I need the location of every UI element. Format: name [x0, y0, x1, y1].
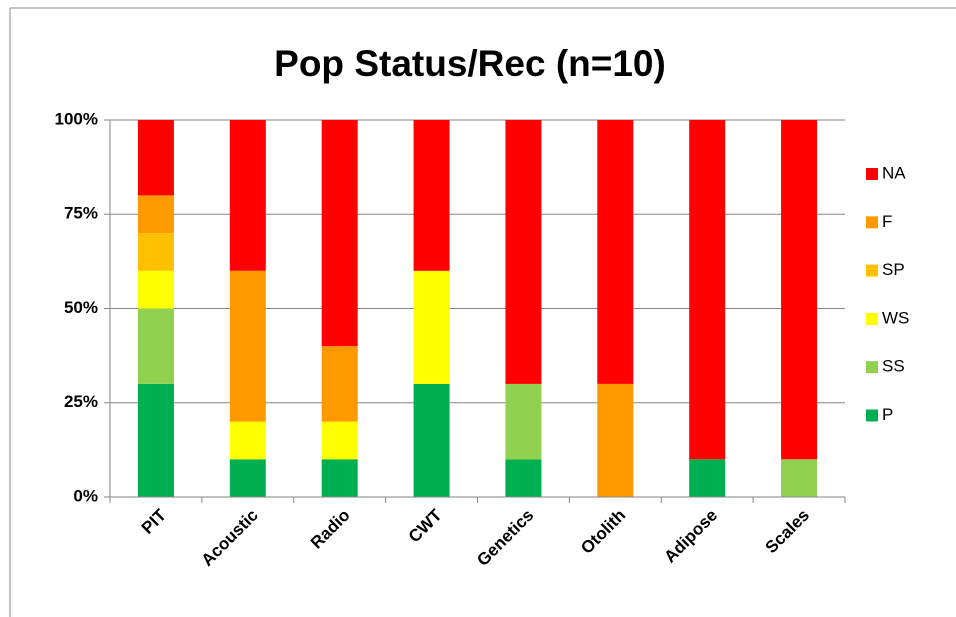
y-tick-label: 25% [64, 392, 98, 411]
x-tick-label: PIT [138, 505, 171, 538]
chart-title: Pop Status/Rec (n=10) [274, 43, 666, 84]
bar-segment [781, 459, 818, 497]
bar-segment [505, 459, 542, 497]
bar-segment [137, 383, 174, 497]
bar-segment [137, 195, 174, 234]
bar-segment [229, 421, 266, 460]
legend-label: P [882, 405, 893, 424]
y-tick-label: 75% [64, 204, 98, 223]
legend-swatch [866, 409, 878, 422]
y-tick-label: 50% [64, 298, 98, 317]
x-tick-label: Adipose [660, 506, 721, 567]
bar-segment [321, 346, 358, 422]
legend-swatch [866, 168, 878, 180]
bar-segment [321, 459, 358, 497]
bar-segment [137, 120, 174, 196]
legend-label: NA [882, 163, 906, 182]
bar-segment [137, 308, 174, 384]
x-tick-label: Acoustic [198, 506, 262, 570]
bar-segment [597, 120, 634, 384]
bar-segment [689, 120, 726, 460]
bar-segment [505, 383, 542, 460]
legend-swatch [866, 361, 878, 374]
bar-segment [597, 383, 634, 497]
x-tick-label: Scales [762, 506, 814, 558]
y-tick-label: 100% [55, 109, 98, 128]
bar-segment [137, 233, 174, 271]
bar-segment [137, 270, 174, 309]
x-tick-label: Radio [307, 506, 354, 553]
legend-swatch [866, 264, 878, 277]
bar-segment [321, 120, 358, 347]
bar-segment [781, 120, 818, 460]
bar-segment [413, 270, 450, 384]
x-tick-label: CWT [405, 505, 446, 546]
x-tick-label: Genetics [473, 506, 537, 570]
legend-swatch [866, 312, 878, 325]
bar-segment [229, 459, 266, 497]
bar-segment [229, 270, 266, 422]
y-tick-label: 0% [73, 486, 98, 505]
bar-segment [505, 120, 542, 384]
legend-label: SS [882, 357, 905, 376]
legend-label: WS [882, 308, 909, 327]
legend-label: SP [882, 260, 905, 279]
legend-swatch [866, 216, 878, 229]
bar-segment [413, 120, 450, 271]
bar-segment [413, 383, 450, 497]
legend-label: F [882, 212, 892, 231]
bar-segment [321, 421, 358, 460]
x-tick-label: Otolith [577, 506, 629, 558]
bar-segment [689, 459, 726, 497]
bar-segment [229, 120, 266, 271]
